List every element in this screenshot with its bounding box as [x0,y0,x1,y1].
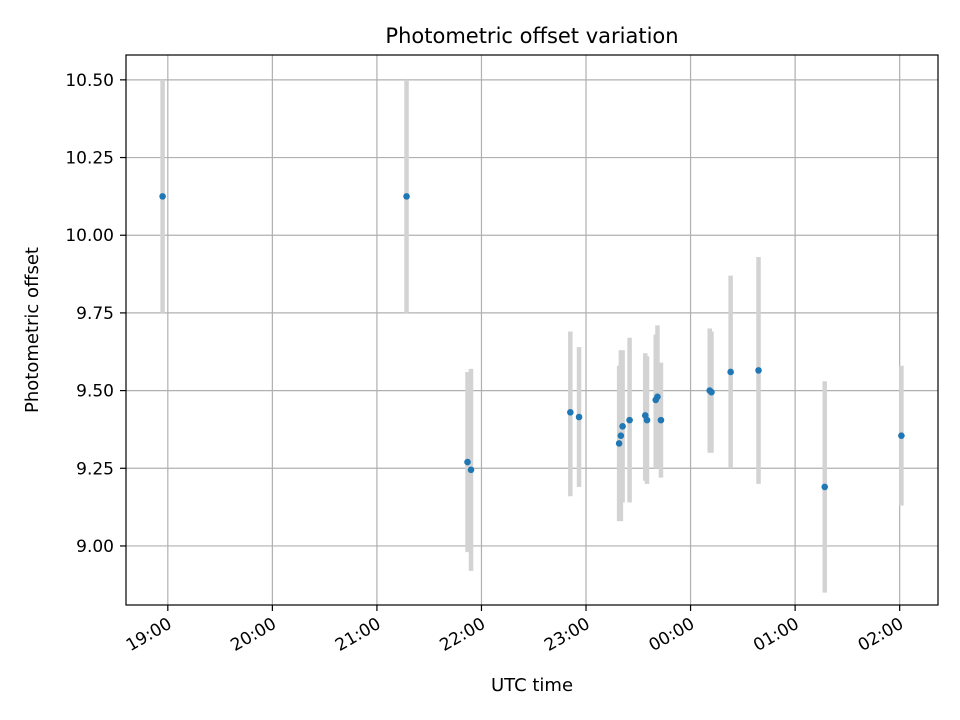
y-tick-label: 10.50 [65,71,114,91]
data-point [403,193,410,200]
plot-frame [125,54,939,606]
y-tick-label: 10.00 [65,226,114,246]
data-point [654,393,661,401]
data-point [615,440,623,447]
data-point [643,416,651,424]
y-axis: 9.00 9.25 9.50 9.75 10.00 10.25 10.50 [65,71,126,557]
data-point [575,413,583,421]
chart-title: Photometric offset variation [385,24,678,48]
data-point [755,367,762,374]
data-point [727,368,734,376]
data-point [464,458,471,466]
data-points [159,193,905,491]
y-tick-label: 10.25 [65,149,114,169]
data-point [567,409,574,416]
data-point [898,432,905,439]
data-point [657,416,665,424]
y-tick-label: 9.25 [76,459,114,479]
y-axis-label: Photometric offset [22,247,43,413]
data-point [626,416,633,424]
data-point [467,466,475,474]
data-point [617,432,625,439]
y-tick-label: 9.00 [76,537,114,557]
y-tick-label: 9.50 [76,382,114,402]
x-axis-label: UTC time [491,675,573,696]
grid [126,55,938,605]
data-point [821,483,829,491]
data-point [708,388,715,396]
y-tick-label: 9.75 [76,304,114,324]
data-point [619,423,626,430]
data-point [159,193,166,200]
